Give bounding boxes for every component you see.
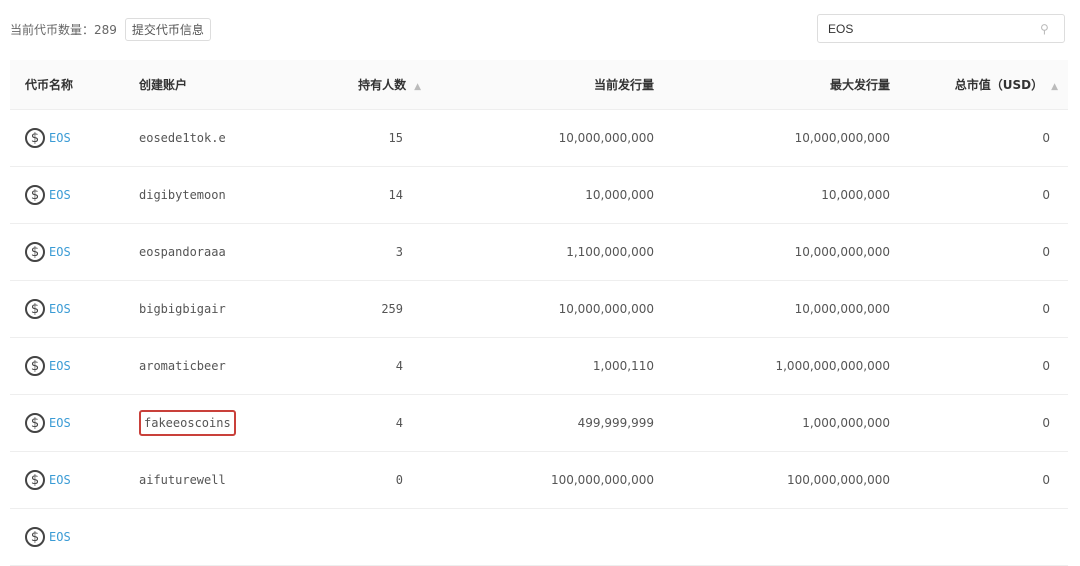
cell-max: 10,000,000,000 — [655, 280, 891, 338]
token-table: 代币名称 创建账户 持有人数 ▲ 当前发行量 最大发行量 总市值（USD） ▲ $ E… — [10, 60, 1068, 566]
cell-supply: 1,000,110 — [421, 337, 655, 395]
account-name[interactable]: eospandoraaa — [139, 245, 226, 259]
cell-holders: 14 — [290, 166, 421, 224]
count-label: 当前代币数量： — [10, 23, 95, 37]
toolbar: 当前代币数量： 289 提交代币信息 — [10, 18, 211, 41]
header-holders-label: 持有人数 — [358, 78, 407, 92]
token-link[interactable]: EOS — [49, 359, 71, 373]
header-holders[interactable]: 持有人数 ▲ — [290, 60, 421, 110]
cell-holders: 4 — [290, 337, 421, 395]
header-account: 创建账户 — [138, 60, 290, 110]
token-count: 289 — [94, 22, 117, 37]
cell-holders: 3 — [290, 223, 421, 281]
cell-account: eospandoraaa — [138, 223, 290, 281]
cell-cap: 0 — [891, 280, 1068, 338]
cell-account: aromaticbeer — [138, 337, 290, 395]
cell-account — [138, 508, 290, 566]
cell-name: $ EOS — [10, 166, 138, 224]
account-name[interactable]: aifuturewell — [139, 473, 226, 487]
table-row: $ EOS fakeeoscoins 4 499,999,999 1,000,00… — [10, 394, 1068, 452]
cell-supply: 10,000,000,000 — [421, 109, 655, 167]
cell-max: 1,000,000,000,000 — [655, 337, 891, 395]
token-link[interactable]: EOS — [49, 131, 71, 145]
table-row: $ EOS aromaticbeer 4 1,000,110 1,000,000,… — [10, 337, 1068, 395]
cell-holders: 15 — [290, 109, 421, 167]
cell-name: $ EOS — [10, 451, 138, 509]
dollar-coin-icon: $ — [25, 299, 45, 319]
table-row: $ EOS bigbigbigair 259 10,000,000,000 10,… — [10, 280, 1068, 338]
account-name[interactable]: eosede1tok.e — [139, 131, 226, 145]
table-row: $ EOS eospandoraaa 3 1,100,000,000 10,000… — [10, 223, 1068, 281]
dollar-coin-icon: $ — [25, 356, 45, 376]
header-name: 代币名称 — [10, 60, 138, 110]
cell-account: digibytemoon — [138, 166, 290, 224]
dollar-coin-icon: $ — [25, 128, 45, 148]
search-box[interactable]: ⚲ — [817, 14, 1065, 43]
cell-supply: 499,999,999 — [421, 394, 655, 452]
account-name[interactable]: bigbigbigair — [139, 302, 226, 316]
dollar-coin-icon: $ — [25, 470, 45, 490]
header-cap[interactable]: 总市值（USD） ▲ — [891, 60, 1068, 110]
cell-name: $ EOS — [10, 337, 138, 395]
token-link[interactable]: EOS — [49, 416, 71, 430]
search-input[interactable] — [818, 20, 1040, 37]
cell-holders: 259 — [290, 280, 421, 338]
cell-cap — [891, 508, 1068, 566]
table-row: $ EOS digibytemoon 14 10,000,000 10,000,0… — [10, 166, 1068, 224]
cell-max: 10,000,000 — [655, 166, 891, 224]
header-supply: 当前发行量 — [421, 60, 655, 110]
cell-holders: 4 — [290, 394, 421, 452]
sort-icon[interactable]: ▲ — [414, 82, 421, 92]
cell-max: 100,000,000,000 — [655, 451, 891, 509]
cell-holders: 0 — [290, 451, 421, 509]
cell-name: $ EOS — [10, 280, 138, 338]
submit-token-button[interactable]: 提交代币信息 — [124, 18, 211, 41]
table-row: $ EOS — [10, 508, 1068, 566]
dollar-coin-icon: $ — [25, 413, 45, 433]
cell-account: bigbigbigair — [138, 280, 290, 338]
dollar-coin-icon: $ — [25, 527, 45, 547]
table-row: $ EOS eosede1tok.e 15 10,000,000,000 10,0… — [10, 109, 1068, 167]
sort-icon[interactable]: ▲ — [1051, 82, 1058, 92]
cell-name: $ EOS — [10, 508, 138, 566]
dollar-coin-icon: $ — [25, 185, 45, 205]
cell-name: $ EOS — [10, 394, 138, 452]
cell-cap: 0 — [891, 223, 1068, 281]
header-max: 最大发行量 — [655, 60, 891, 110]
account-name[interactable]: digibytemoon — [139, 188, 226, 202]
token-link[interactable]: EOS — [49, 530, 71, 544]
search-icon[interactable]: ⚲ — [1040, 21, 1049, 36]
header-cap-label: 总市值（USD） — [954, 78, 1044, 92]
token-link[interactable]: EOS — [49, 302, 71, 316]
cell-max: 10,000,000,000 — [655, 109, 891, 167]
cell-name: $ EOS — [10, 223, 138, 281]
cell-supply: 1,100,000,000 — [421, 223, 655, 281]
cell-account: aifuturewell — [138, 451, 290, 509]
cell-account: fakeeoscoins — [138, 394, 290, 452]
account-name[interactable]: aromaticbeer — [139, 359, 226, 373]
cell-supply — [421, 508, 655, 566]
account-name[interactable]: fakeeoscoins — [139, 410, 236, 436]
token-link[interactable]: EOS — [49, 188, 71, 202]
cell-supply: 10,000,000,000 — [421, 280, 655, 338]
dollar-coin-icon: $ — [25, 242, 45, 262]
cell-max — [655, 508, 891, 566]
cell-cap: 0 — [891, 109, 1068, 167]
cell-account: eosede1tok.e — [138, 109, 290, 167]
cell-holders — [290, 508, 421, 566]
cell-name: $ EOS — [10, 109, 138, 167]
cell-cap: 0 — [891, 394, 1068, 452]
cell-supply: 10,000,000 — [421, 166, 655, 224]
cell-supply: 100,000,000,000 — [421, 451, 655, 509]
cell-cap: 0 — [891, 166, 1068, 224]
cell-max: 1,000,000,000 — [655, 394, 891, 452]
table-row: $ EOS aifuturewell 0 100,000,000,000 100,… — [10, 451, 1068, 509]
cell-cap: 0 — [891, 451, 1068, 509]
token-link[interactable]: EOS — [49, 245, 71, 259]
token-link[interactable]: EOS — [49, 473, 71, 487]
cell-cap: 0 — [891, 337, 1068, 395]
cell-max: 10,000,000,000 — [655, 223, 891, 281]
